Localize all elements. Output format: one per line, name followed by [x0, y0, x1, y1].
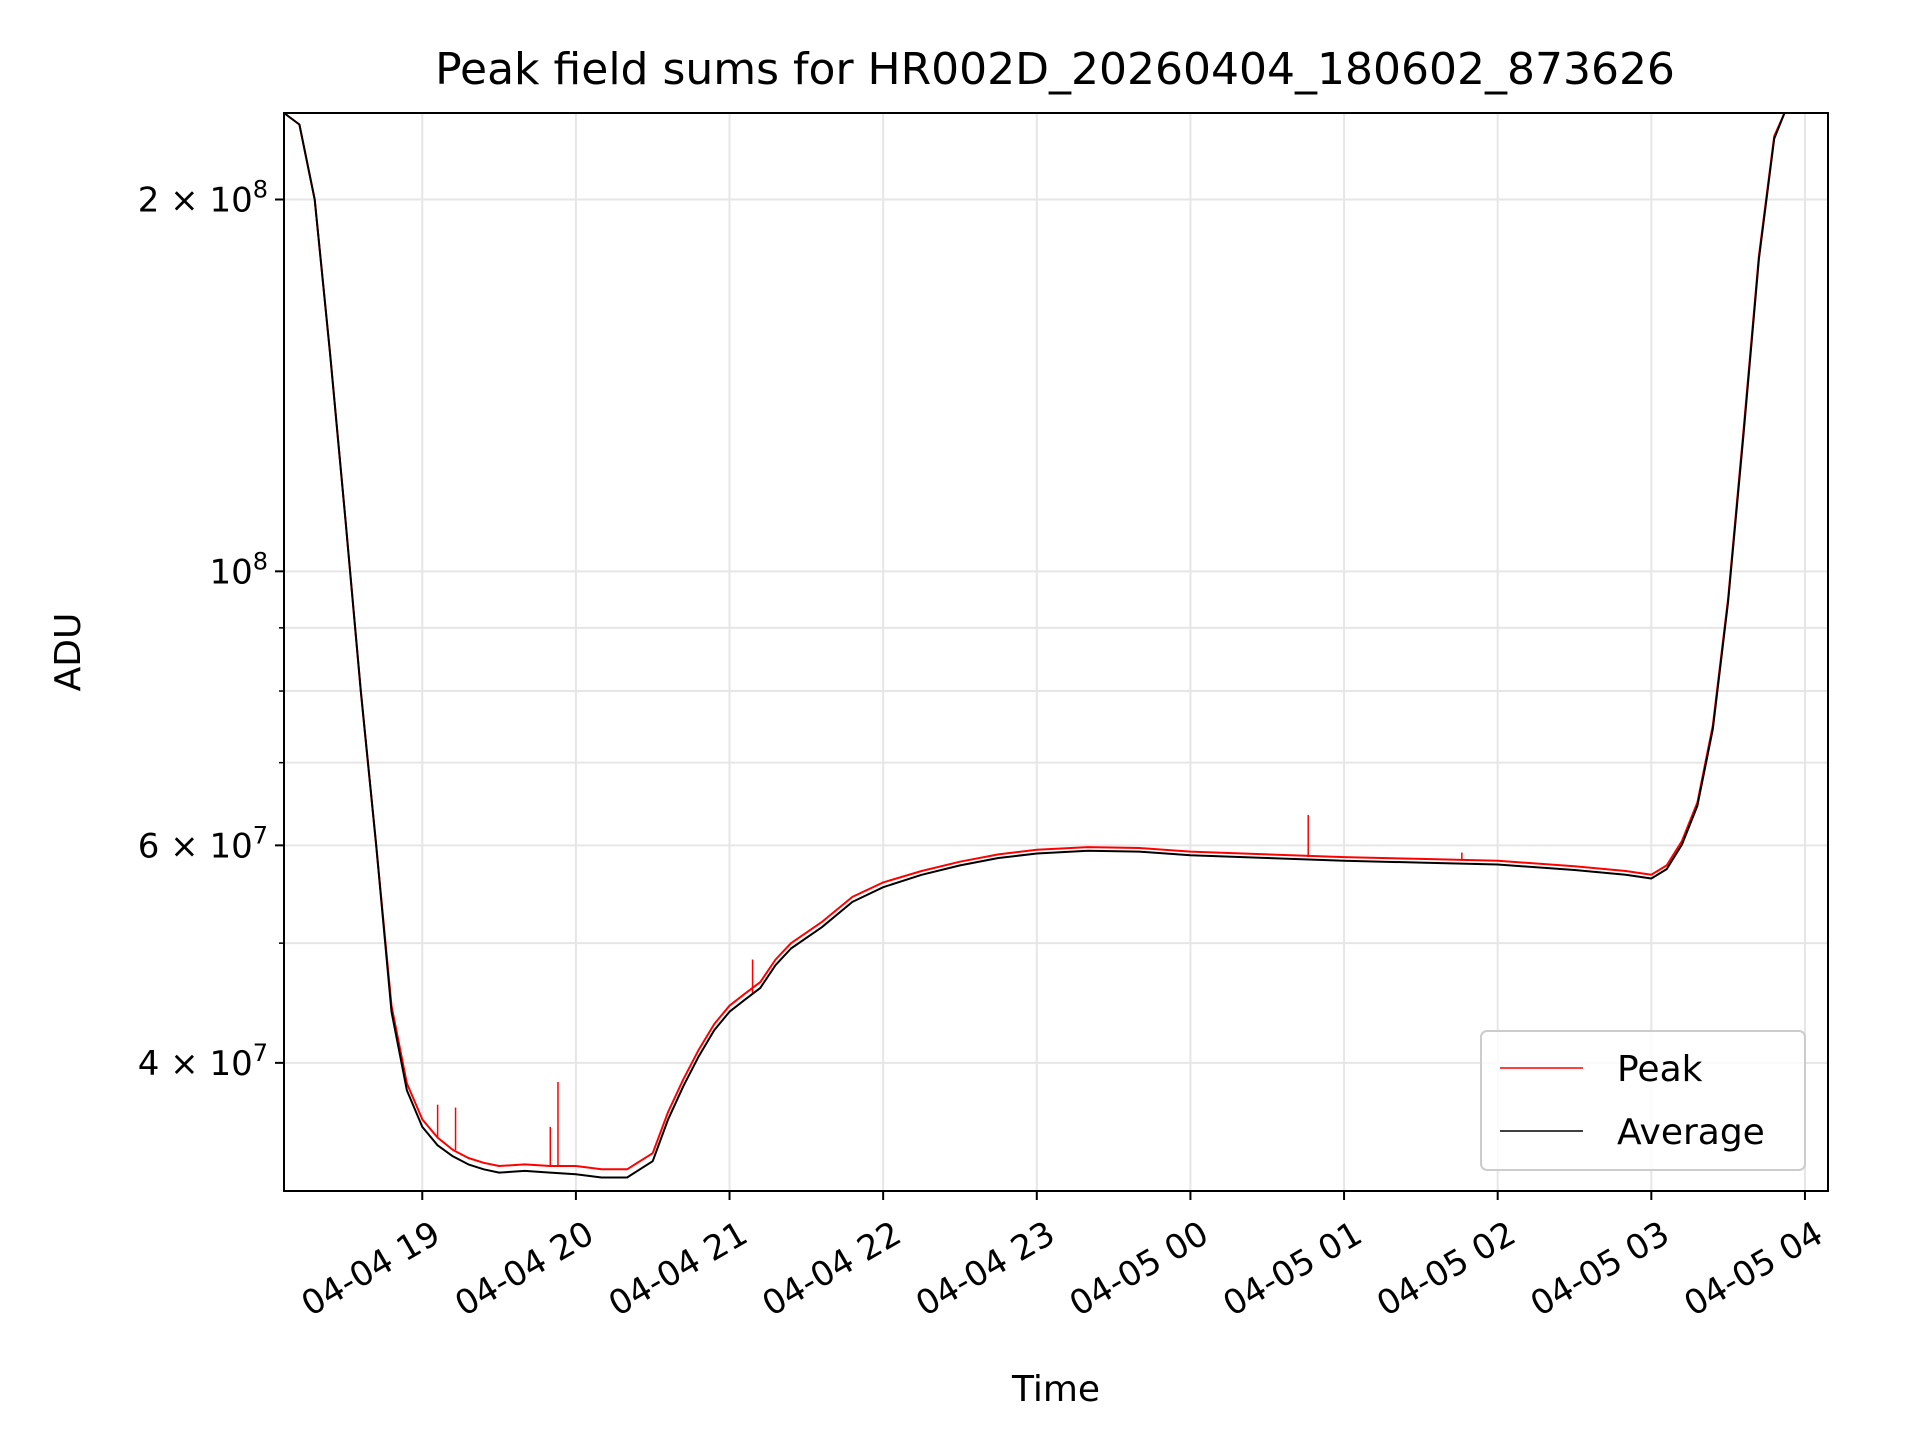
legend-label-peak: Peak [1617, 1049, 1703, 1090]
y-tick-label: 2 × 108 [138, 176, 268, 221]
y-tick-label: 4 × 107 [138, 1039, 268, 1084]
y-tick-exponent: 7 [253, 821, 268, 849]
y-tick-base: 10 [209, 1044, 252, 1084]
legend-frame [1480, 1030, 1806, 1171]
y-tick-times: × [159, 826, 209, 866]
y-tick-mantissa: 4 [138, 1044, 160, 1084]
y-tick-times: × [159, 181, 209, 221]
y-tick-mantissa: 2 [138, 181, 160, 221]
y-tick-label: 6 × 107 [138, 821, 268, 866]
legend: Peak Average [1480, 1030, 1806, 1171]
x-axis-label: Time [1011, 1369, 1100, 1410]
y-tick-exponent: 8 [253, 547, 268, 575]
y-tick-base: 10 [209, 552, 252, 592]
y-tick-base: 10 [209, 181, 252, 221]
y-tick-label: 108 [209, 547, 268, 592]
axes-frame [283, 112, 1829, 1192]
y-tick-exponent: 7 [253, 1039, 268, 1067]
grid [284, 113, 1828, 1191]
y-tick-exponent: 8 [253, 176, 268, 204]
chart-title: Peak field sums for HR002D_20260404_1806… [435, 44, 1675, 95]
plot-area [283, 112, 1829, 1192]
legend-label-average: Average [1617, 1112, 1765, 1153]
series-layer [283, 112, 1786, 1179]
series-line-average [283, 112, 1786, 1179]
y-axis-label: ADU [48, 613, 89, 692]
series-line-peak [283, 112, 1786, 1171]
y-tick-mantissa: 6 [138, 826, 160, 866]
y-tick-times: × [159, 1044, 209, 1084]
y-tick-base: 10 [209, 826, 252, 866]
